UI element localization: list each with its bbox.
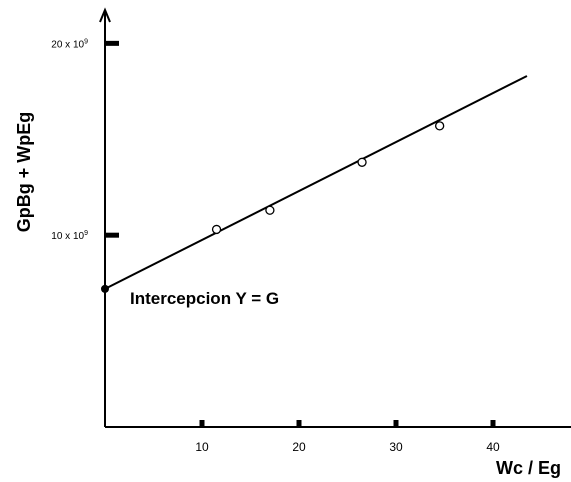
y-axis-arrowhead <box>99 7 111 23</box>
x-tick-label: 30 <box>389 440 403 454</box>
data-point <box>357 157 367 167</box>
x-axis-ticks: 10 20 30 40 <box>195 420 500 454</box>
data-points <box>211 121 445 235</box>
intercept-point <box>101 284 109 293</box>
data-point <box>265 205 275 215</box>
data-point <box>434 121 445 131</box>
y-axis-title: GpBg + WpEg <box>14 112 34 233</box>
y-tick-label: 20 x 109 <box>51 38 88 50</box>
x-axis-title: Wc / Eg <box>496 458 561 478</box>
x-tick-label: 40 <box>486 440 500 454</box>
y-tick-label: 10 x 109 <box>51 230 88 242</box>
y-axis-ticks: 10 x 109 20 x 109 <box>51 38 119 242</box>
x-tick-label: 10 <box>195 440 209 454</box>
regression-line <box>104 75 528 290</box>
x-tick-label: 20 <box>292 440 306 454</box>
intercept-annotation: Intercepcion Y = G <box>130 289 279 308</box>
data-point <box>211 224 222 235</box>
